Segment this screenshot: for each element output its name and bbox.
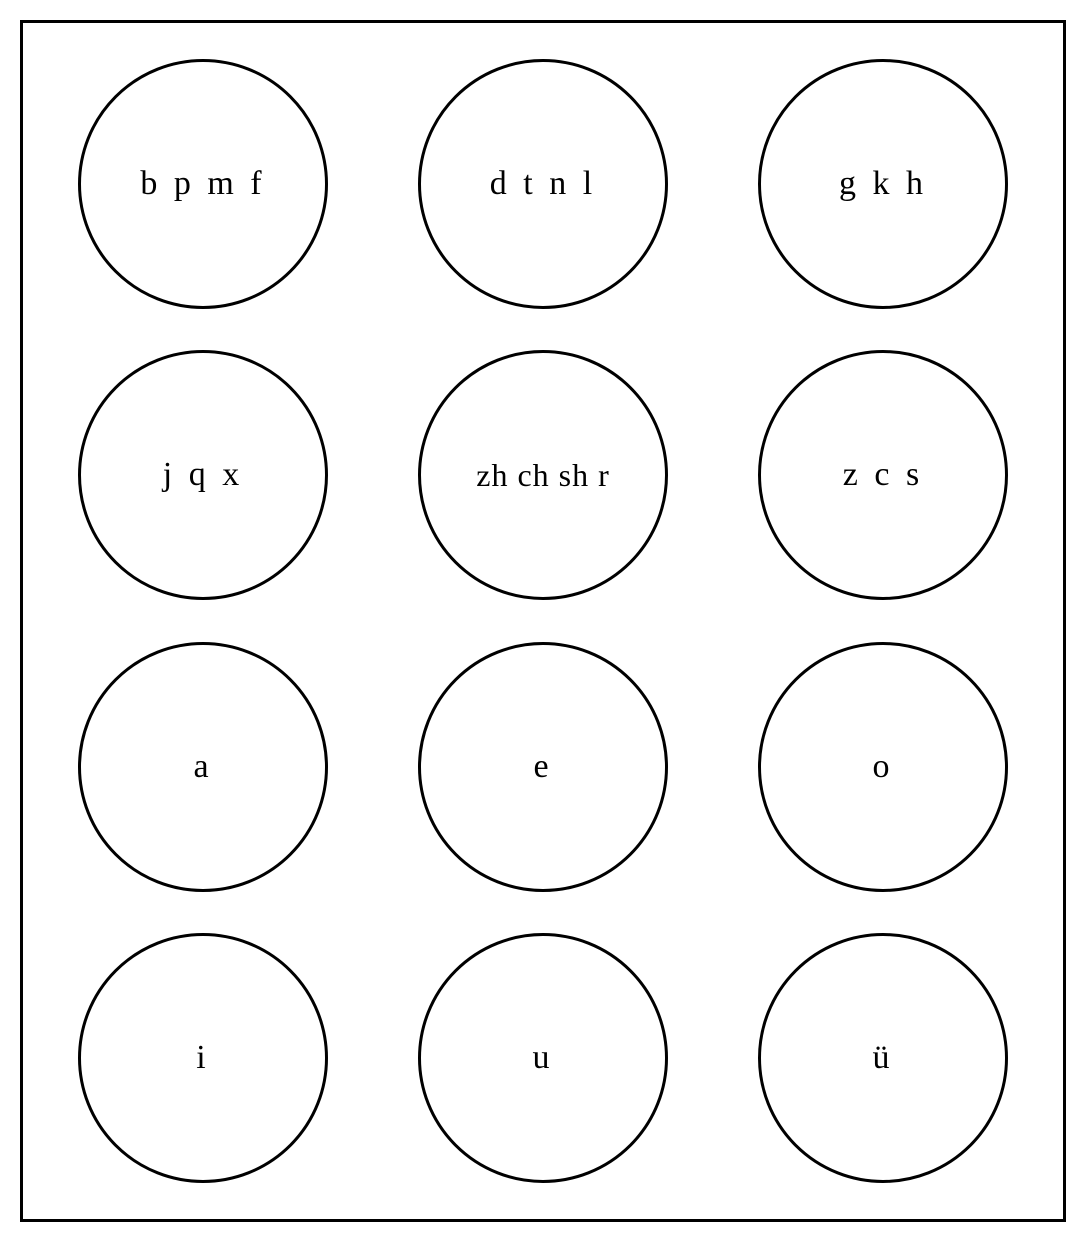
circle-u: u <box>418 933 668 1183</box>
circle-jqx: j q x <box>78 350 328 600</box>
circle-label: g k h <box>839 165 927 203</box>
circle-label: i <box>196 1039 209 1077</box>
circle-label: zh ch sh r <box>476 457 610 494</box>
circle-label: j q x <box>163 456 243 494</box>
circle-gkh: g k h <box>758 59 1008 309</box>
circle-bpmf: b p m f <box>78 59 328 309</box>
circle-e: e <box>418 642 668 892</box>
circle-label: u <box>533 1039 554 1077</box>
circle-label: z c s <box>843 456 923 494</box>
diagram-frame: b p m f d t n l g k h j q x zh ch sh r z… <box>20 20 1066 1222</box>
circle-u-umlaut: ü <box>758 933 1008 1183</box>
circle-label: b p m f <box>140 165 265 203</box>
circle-label: ü <box>873 1039 894 1077</box>
circle-label: d t n l <box>490 165 596 203</box>
circle-zhchshr: zh ch sh r <box>418 350 668 600</box>
circle-dtnl: d t n l <box>418 59 668 309</box>
circle-zcs: z c s <box>758 350 1008 600</box>
circle-a: a <box>78 642 328 892</box>
circle-o: o <box>758 642 1008 892</box>
circle-i: i <box>78 933 328 1183</box>
circle-label: o <box>873 748 894 786</box>
circle-grid: b p m f d t n l g k h j q x zh ch sh r z… <box>23 23 1063 1219</box>
circle-label: e <box>533 748 552 786</box>
circle-label: a <box>193 748 212 786</box>
